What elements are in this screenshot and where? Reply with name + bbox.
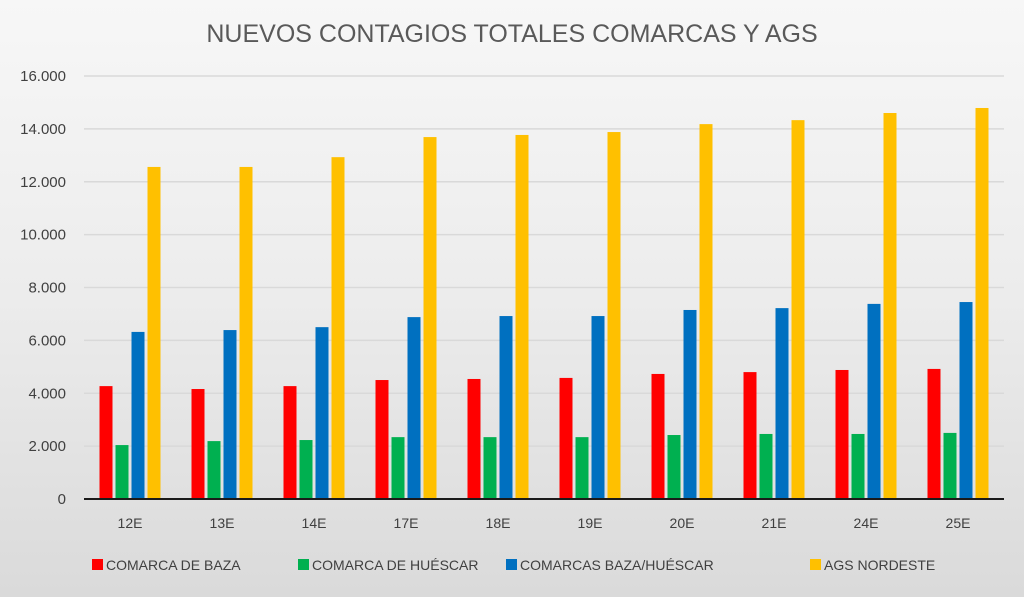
x-tick-label: 21E	[762, 515, 787, 531]
y-tick-label: 12.000	[20, 174, 66, 191]
x-tick-label: 19E	[578, 515, 603, 531]
bar-ags-nordeste-19e	[607, 132, 621, 500]
y-tick-label: 8.000	[28, 280, 66, 297]
bar-comarcas-baza-hu-scar-24e	[867, 303, 881, 499]
legend-item: AGS NORDESTE	[810, 557, 935, 573]
legend-swatch	[506, 559, 517, 570]
legend-swatch	[92, 559, 103, 570]
bar-comarca-de-baza-18e	[467, 378, 481, 499]
gridlines	[84, 75, 1004, 447]
bars	[99, 107, 989, 500]
y-axis: 0 2.000 4.000 6.000 8.000 10.000 12.000 14.000 1…	[20, 68, 66, 508]
bar-comarcas-baza-hu-scar-25e	[959, 302, 973, 499]
bar-comarca-de-hu-scar-18e	[483, 437, 497, 499]
bar-comarca-de-hu-scar-25e	[943, 432, 957, 499]
bar-comarca-de-hu-scar-20e	[667, 435, 681, 499]
bar-ags-nordeste-24e	[883, 113, 897, 499]
bar-comarcas-baza-hu-scar-20e	[683, 309, 697, 499]
legend: COMARCA DE BAZA COMARCA DE HUÉSCAR COMARCA…	[92, 557, 935, 573]
y-tick-label: 14.000	[20, 121, 66, 138]
bar-comarca-de-hu-scar-19e	[575, 437, 589, 499]
bar-comarca-de-baza-17e	[375, 380, 389, 499]
y-tick-label: 4.000	[28, 385, 66, 402]
bar-comarca-de-baza-24e	[835, 369, 849, 499]
legend-label: COMARCAS BAZA/HUÉSCAR	[520, 557, 714, 573]
legend-label: COMARCA DE BAZA	[106, 557, 241, 573]
chart-title: NUEVOS CONTAGIOS TOTALES COMARCAS Y AGS	[206, 20, 817, 48]
x-tick-label: 17E	[394, 515, 419, 531]
bar-comarcas-baza-hu-scar-21e	[775, 308, 789, 499]
bar-comarca-de-baza-12e	[99, 386, 113, 499]
bar-comarcas-baza-hu-scar-12e	[131, 331, 145, 499]
x-tick-label: 25E	[946, 515, 971, 531]
x-tick-label: 13E	[210, 515, 235, 531]
y-tick-label: 6.000	[28, 332, 66, 349]
bar-comarcas-baza-hu-scar-17e	[407, 317, 421, 499]
y-tick-label: 10.000	[20, 227, 66, 244]
bar-ags-nordeste-25e	[975, 107, 989, 499]
bar-ags-nordeste-21e	[791, 120, 805, 499]
legend-label: AGS NORDESTE	[824, 557, 935, 573]
bar-comarca-de-baza-20e	[651, 373, 665, 499]
bar-comarcas-baza-hu-scar-13e	[223, 330, 237, 499]
bar-comarca-de-hu-scar-14e	[299, 440, 313, 499]
bar-comarca-de-baza-13e	[191, 389, 205, 499]
x-tick-label: 12E	[118, 515, 143, 531]
bar-comarca-de-baza-14e	[283, 386, 297, 499]
bar-comarca-de-hu-scar-12e	[115, 445, 129, 499]
bar-ags-nordeste-20e	[699, 124, 713, 500]
y-tick-label: 0	[58, 491, 66, 508]
bar-comarcas-baza-hu-scar-19e	[591, 316, 605, 499]
bar-comarca-de-hu-scar-13e	[207, 441, 221, 499]
legend-item: COMARCA DE HUÉSCAR	[298, 557, 478, 573]
bar-ags-nordeste-12e	[147, 166, 161, 499]
legend-swatch	[810, 559, 821, 570]
bar-comarca-de-baza-21e	[743, 372, 757, 499]
bar-comarcas-baza-hu-scar-18e	[499, 316, 513, 499]
legend-item: COMARCA DE BAZA	[92, 557, 241, 573]
legend-label: COMARCA DE HUÉSCAR	[312, 557, 478, 573]
legend-item: COMARCAS BAZA/HUÉSCAR	[506, 557, 714, 573]
y-tick-label: 16.000	[20, 68, 66, 85]
bar-ags-nordeste-13e	[239, 166, 253, 499]
bar-comarcas-baza-hu-scar-14e	[315, 327, 329, 499]
bar-comarca-de-hu-scar-24e	[851, 433, 865, 499]
bar-comarca-de-baza-19e	[559, 377, 573, 499]
bar-comarca-de-baza-25e	[927, 368, 941, 499]
bar-ags-nordeste-18e	[515, 134, 529, 499]
x-tick-label: 14E	[302, 515, 327, 531]
x-tick-label: 24E	[854, 515, 879, 531]
y-tick-label: 2.000	[28, 438, 66, 455]
bar-ags-nordeste-14e	[331, 157, 345, 499]
bar-comarca-de-hu-scar-21e	[759, 433, 773, 499]
legend-swatch	[298, 559, 309, 570]
x-axis: 12E 13E 14E 17E 18E 19E 20E 21E 24E 25E	[118, 515, 971, 531]
x-tick-label: 18E	[486, 515, 511, 531]
bar-ags-nordeste-17e	[423, 137, 437, 499]
x-tick-label: 20E	[670, 515, 695, 531]
bar-comarca-de-hu-scar-17e	[391, 437, 405, 499]
